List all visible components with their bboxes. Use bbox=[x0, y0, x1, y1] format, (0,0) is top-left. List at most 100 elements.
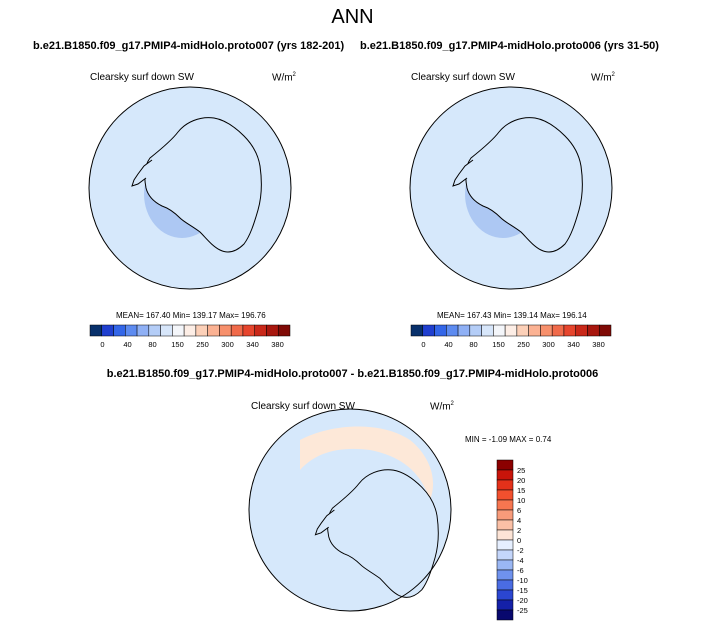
panel1-colorbar-tick-label: 380 bbox=[271, 340, 284, 349]
panel3-units: W/m2 bbox=[430, 401, 454, 412]
panel1-colorbar: 0 40 80 150 250 300 340 380 bbox=[89, 324, 291, 349]
panel3-colorbar-tick-label: 25 bbox=[517, 466, 525, 475]
panel1-colorbar-tick-label: 150 bbox=[171, 340, 184, 349]
panel1-colorbar-swatch bbox=[242, 324, 255, 337]
panel1-colorbar-tick-label: 0 bbox=[100, 340, 104, 349]
panel3-colorbar-tick-label: 20 bbox=[517, 476, 525, 485]
panel1-colorbar-swatch bbox=[277, 324, 291, 337]
panel2-map bbox=[409, 86, 613, 290]
diff-panel-title: b.e21.B1850.f09_g17.PMIP4-midHolo.proto0… bbox=[106, 368, 599, 380]
panel1-units-base: W/m bbox=[272, 72, 293, 84]
panel3-colorbar-swatch bbox=[496, 569, 514, 581]
panel1-colorbar-swatch bbox=[183, 324, 197, 337]
panel2-colorbar-swatch bbox=[422, 324, 435, 337]
panel2-colorbar-swatch bbox=[540, 324, 553, 337]
panel3-units-power: 2 bbox=[450, 401, 454, 407]
panel2-colorbar-swatch bbox=[504, 324, 518, 337]
panel2-units-power: 2 bbox=[611, 72, 615, 78]
panel1-variable-label: Clearsky surf down SW bbox=[90, 72, 194, 83]
panel2-colorbar: 0 40 80 150 250 300 340 380 bbox=[410, 324, 612, 349]
panel3-colorbar-tick-label: 2 bbox=[517, 526, 521, 535]
panel3-colorbar-tick-label: 10 bbox=[517, 496, 525, 505]
panel1-units-power: 2 bbox=[292, 72, 296, 78]
panel2-colorbar-swatch bbox=[551, 324, 565, 337]
panel1-colorbar-tick-label: 250 bbox=[196, 340, 209, 349]
panel3-colorbar-swatch bbox=[496, 559, 514, 571]
panel2-colorbar-swatch bbox=[563, 324, 576, 337]
panel2-colorbar-tick-label: 250 bbox=[517, 340, 530, 349]
panel1-run-title: b.e21.B1850.f09_g17.PMIP4-midHolo.proto0… bbox=[33, 40, 345, 52]
panel3-colorbar-tick-label: 4 bbox=[517, 516, 521, 525]
panel3-stats: MIN = -1.09 MAX = 0.74 bbox=[465, 435, 552, 444]
panel2-colorbar-tick-label: 380 bbox=[592, 340, 605, 349]
panel3-colorbar-tick-label: -15 bbox=[517, 586, 528, 595]
panel3-colorbar-swatch bbox=[496, 609, 514, 621]
panel3-colorbar-swatch bbox=[496, 469, 514, 481]
panel1-colorbar-swatch bbox=[254, 324, 267, 337]
panel2-colorbar-swatch bbox=[598, 324, 612, 337]
panel1-colorbar-swatch bbox=[172, 324, 185, 337]
panel1-colorbar-swatch bbox=[136, 324, 150, 337]
panel2-colorbar-tick-label: 80 bbox=[469, 340, 477, 349]
panel2-colorbar-swatch bbox=[469, 324, 482, 337]
panel1-colorbar-tick-label: 300 bbox=[221, 340, 234, 349]
panel1-colorbar-tick-label: 80 bbox=[148, 340, 156, 349]
panel3-colorbar-swatch bbox=[496, 539, 514, 551]
panel3-colorbar-swatch bbox=[496, 589, 514, 601]
panel3-map bbox=[248, 408, 452, 612]
panel1-colorbar-swatch bbox=[266, 324, 279, 337]
panel2-colorbar-tick-label: 300 bbox=[542, 340, 555, 349]
panel1-colorbar-swatch bbox=[101, 324, 114, 337]
panel3-colorbar-tick-label: -25 bbox=[517, 606, 528, 615]
panel3-positive-patch-ring bbox=[300, 426, 434, 500]
panel1-colorbar-swatch bbox=[219, 324, 232, 337]
panel2-colorbar-swatch bbox=[434, 324, 447, 337]
panel3-colorbar-tick-label: 15 bbox=[517, 486, 525, 495]
panel3-colorbar-swatch bbox=[496, 579, 514, 591]
panel3-units-base: W/m bbox=[430, 401, 451, 413]
figure-title: ANN bbox=[331, 6, 374, 28]
panel2-variable-label: Clearsky surf down SW bbox=[411, 72, 515, 83]
panel3-colorbar-tick-label: -2 bbox=[517, 546, 524, 555]
panel2-colorbar-tick-label: 340 bbox=[567, 340, 580, 349]
panel2-stats: MEAN= 167.43 Min= 139.14 Max= 196.14 bbox=[437, 311, 587, 320]
panel3-colorbar-swatch bbox=[496, 489, 514, 501]
panel3-colorbar-swatch bbox=[496, 529, 514, 541]
panel3-colorbar-swatch bbox=[496, 479, 514, 491]
panel2-colorbar-swatch bbox=[410, 324, 424, 337]
panel1-colorbar-swatch bbox=[195, 324, 208, 337]
panel1-colorbar-swatch bbox=[207, 324, 220, 337]
panel1-colorbar-tick-label: 40 bbox=[123, 340, 131, 349]
panel1-stats: MEAN= 167.40 Min= 139.17 Max= 196.76 bbox=[116, 311, 266, 320]
panel2-map-border bbox=[409, 86, 613, 290]
panel2-colorbar-swatch bbox=[528, 324, 541, 337]
panel2-colorbar-swatch bbox=[446, 324, 459, 337]
panel1-colorbar-swatch bbox=[148, 324, 161, 337]
panel2-colorbar-swatch bbox=[516, 324, 529, 337]
panel2-colorbar-swatch bbox=[587, 324, 600, 337]
panel2-colorbar-swatch bbox=[457, 324, 471, 337]
panel3-colorbar-tick-label: 0 bbox=[517, 536, 521, 545]
panel3-colorbar-tick-label: -4 bbox=[517, 556, 524, 565]
panel3-colorbar-swatch bbox=[496, 509, 514, 521]
panel3-colorbar-swatch bbox=[496, 599, 514, 611]
panel1-colorbar-swatch bbox=[230, 324, 244, 337]
panel3-colorbar-tick-label: -20 bbox=[517, 596, 528, 605]
panel3-colorbar-swatch bbox=[496, 519, 514, 531]
panel3-map-border bbox=[248, 408, 452, 612]
panel3-colorbar-swatch bbox=[496, 549, 514, 561]
panel3-colorbar-tick-label: 6 bbox=[517, 506, 521, 515]
panel2-colorbar-swatch bbox=[575, 324, 588, 337]
panel2-colorbar-tick-label: 40 bbox=[444, 340, 452, 349]
panel1-colorbar-tick-label: 340 bbox=[246, 340, 259, 349]
panel1-map-border bbox=[88, 86, 292, 290]
panel2-colorbar-swatch bbox=[493, 324, 506, 337]
panel1-units: W/m2 bbox=[272, 72, 296, 83]
panel2-units-base: W/m bbox=[591, 72, 612, 84]
panel3-colorbar-swatch bbox=[496, 499, 514, 511]
panel2-colorbar-swatch bbox=[481, 324, 494, 337]
panel1-map bbox=[88, 86, 292, 290]
panel2-units: W/m2 bbox=[591, 72, 615, 83]
